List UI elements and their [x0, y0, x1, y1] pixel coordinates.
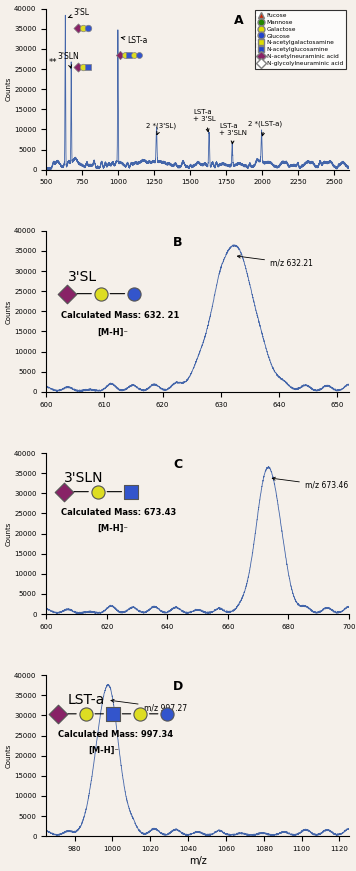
- Text: 2 *(LST-a): 2 *(LST-a): [248, 120, 282, 136]
- Legend: Fucose, Mannose, Galactose, Glucose, N-acetylgalactosamine, N-acetylglucosamine,: Fucose, Mannose, Galactose, Glucose, N-a…: [255, 10, 346, 69]
- Point: [85, 60, 91, 74]
- Text: [M-H]⁻: [M-H]⁻: [98, 523, 129, 533]
- Point: [85, 21, 91, 35]
- Text: Calculated Mass: 632. 21: Calculated Mass: 632. 21: [62, 311, 180, 321]
- Text: 2 *(3'SL): 2 *(3'SL): [146, 123, 176, 135]
- Text: LST-a
+ 3'SL: LST-a + 3'SL: [193, 110, 216, 132]
- Text: [M-H]⁻: [M-H]⁻: [89, 746, 120, 755]
- Text: C: C: [173, 458, 183, 471]
- Text: 3'SLN: 3'SLN: [64, 470, 104, 485]
- Text: m/z 673.46: m/z 673.46: [272, 477, 348, 490]
- Y-axis label: Counts: Counts: [5, 522, 11, 546]
- Point: [126, 48, 132, 62]
- Text: D: D: [173, 680, 184, 693]
- Point: [75, 21, 81, 35]
- Text: [M-H]⁻: [M-H]⁻: [98, 327, 129, 336]
- Y-axis label: Counts: Counts: [5, 299, 11, 323]
- Text: LST-a: LST-a: [121, 36, 147, 45]
- Point: [117, 48, 122, 62]
- Point: [80, 60, 86, 74]
- Text: LST-a: LST-a: [68, 693, 105, 707]
- Text: A: A: [234, 14, 244, 26]
- Text: m/z 632.21: m/z 632.21: [237, 255, 313, 267]
- Text: 3'SL: 3'SL: [68, 269, 96, 283]
- Text: **: **: [49, 58, 58, 67]
- Text: LST-a
+ 3'SLN: LST-a + 3'SLN: [219, 124, 247, 144]
- Text: m/z 997.27: m/z 997.27: [111, 699, 187, 712]
- Text: 3'SL: 3'SL: [68, 8, 90, 17]
- Point: [75, 60, 81, 74]
- Point: [80, 21, 86, 35]
- Point: [136, 48, 142, 62]
- Point: [131, 48, 137, 62]
- Y-axis label: Counts: Counts: [5, 744, 11, 768]
- Text: Calculated Mass: 997.34: Calculated Mass: 997.34: [58, 730, 173, 739]
- Point: [122, 48, 127, 62]
- X-axis label: m/z: m/z: [189, 856, 206, 866]
- Text: 3'SLN: 3'SLN: [57, 52, 79, 68]
- Text: Calculated Mass: 673.43: Calculated Mass: 673.43: [62, 508, 177, 517]
- Text: B: B: [173, 236, 183, 249]
- Y-axis label: Counts: Counts: [5, 77, 11, 101]
